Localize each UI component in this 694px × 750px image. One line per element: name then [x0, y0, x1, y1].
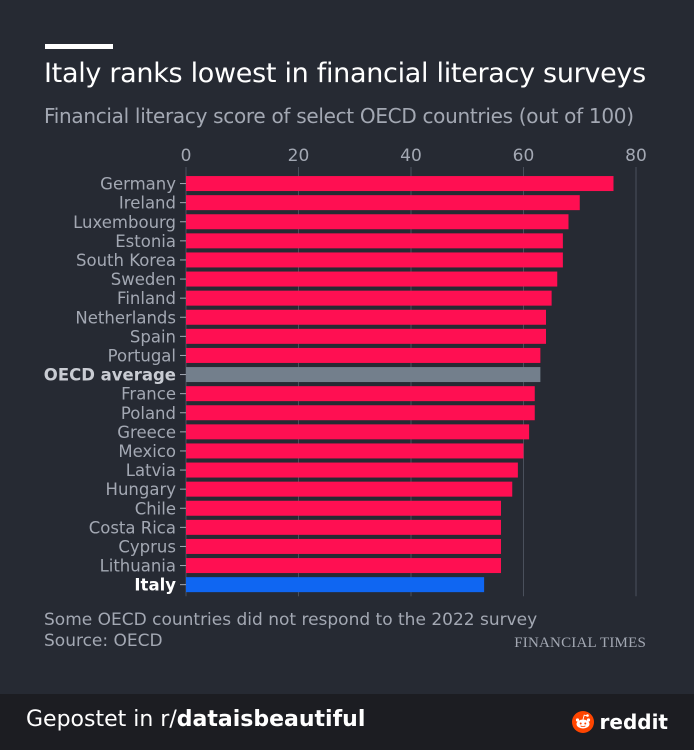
category-label: Chile	[135, 499, 176, 518]
bar	[186, 176, 614, 192]
category-label: Lithuania	[100, 557, 176, 576]
x-tick-label: 40	[400, 146, 422, 166]
category-label: South Korea	[76, 251, 176, 270]
category-label: OECD average	[44, 366, 176, 385]
publisher-brand: FINANCIAL TIMES	[514, 635, 646, 651]
category-label: Luxembourg	[73, 213, 176, 232]
category-label: Estonia	[115, 232, 176, 251]
footer-bar: Gepostet in r/dataisbeautiful reddit	[0, 694, 694, 750]
category-label: Poland	[121, 404, 176, 423]
posted-prefix: Gepostet in r/	[26, 707, 177, 732]
category-label: Germany	[100, 175, 176, 194]
x-tick-label: 80	[625, 146, 647, 166]
category-label: Costa Rica	[89, 518, 176, 537]
x-tick-label: 0	[181, 146, 192, 166]
category-label: Netherlands	[75, 308, 176, 327]
bar	[186, 328, 546, 344]
category-label: Greece	[117, 423, 176, 442]
bar	[186, 462, 518, 478]
reddit-logo[interactable]: reddit	[571, 710, 668, 734]
bar-chart: 0 20 40 60 80 GermanyIrelandLuxembourgEstonia…	[44, 146, 647, 597]
x-tick-label: 60	[513, 146, 535, 166]
category-label: Portugal	[108, 346, 176, 365]
reddit-alien-icon	[571, 711, 594, 733]
bar	[186, 443, 524, 459]
bar	[186, 538, 501, 554]
category-label: France	[121, 385, 176, 404]
bar	[186, 405, 535, 421]
bar	[186, 233, 563, 249]
posted-in-text[interactable]: Gepostet in r/dataisbeautiful	[26, 707, 365, 732]
x-tick-label: 20	[288, 146, 310, 166]
subreddit-name: dataisbeautiful	[176, 707, 366, 732]
category-label: Italy	[134, 576, 176, 595]
bar	[186, 252, 563, 268]
category-label: Ireland	[119, 194, 176, 213]
reddit-wordmark: reddit	[599, 710, 668, 734]
bar	[186, 290, 552, 306]
category-label: Sweden	[111, 270, 176, 289]
chart-card: Italy ranks lowest in financial literacy…	[0, 0, 694, 694]
bar	[186, 519, 501, 535]
bar	[186, 195, 580, 211]
bar	[186, 271, 558, 287]
chart-subtitle: Financial literacy score of select OECD …	[44, 104, 634, 128]
category-label: Cyprus	[118, 537, 176, 556]
bar	[186, 500, 501, 516]
bar	[186, 386, 535, 402]
category-label: Hungary	[106, 480, 177, 499]
bar	[186, 214, 569, 230]
bar	[186, 309, 546, 325]
bar	[186, 577, 485, 593]
category-label: Mexico	[118, 442, 176, 461]
bar	[186, 347, 541, 363]
chart-source: Source: OECD	[44, 631, 163, 651]
chart-note: Some OECD countries did not respond to t…	[44, 610, 538, 630]
category-label: Spain	[130, 327, 176, 346]
title-accent-bar	[45, 44, 113, 49]
bar	[186, 481, 513, 497]
chart-title: Italy ranks lowest in financial literacy…	[44, 58, 646, 89]
category-label: Latvia	[126, 461, 176, 480]
bar	[186, 424, 530, 440]
bar	[186, 367, 541, 383]
bar	[186, 558, 501, 574]
category-label: Finland	[117, 289, 176, 308]
